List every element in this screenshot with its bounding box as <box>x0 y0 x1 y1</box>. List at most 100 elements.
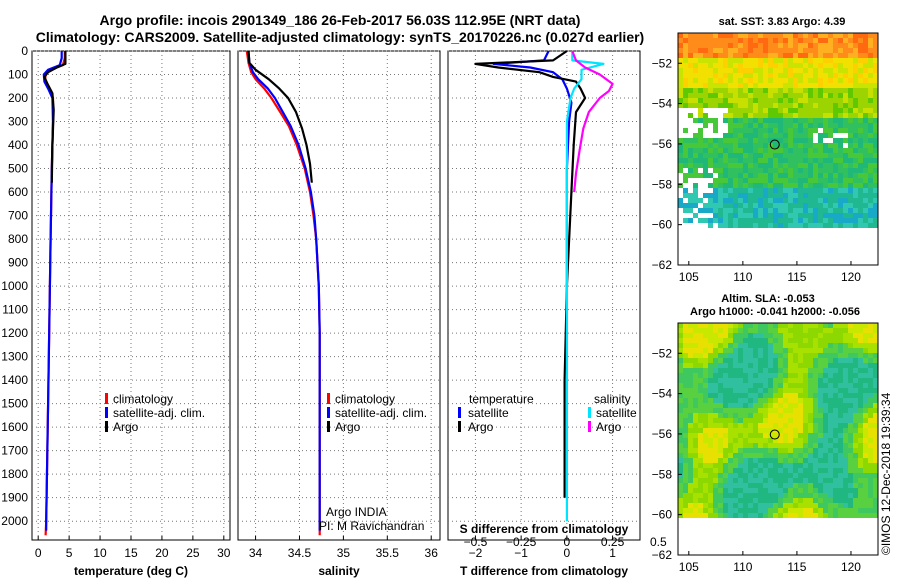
heatmap-cell <box>868 488 873 493</box>
heatmap-cell <box>848 198 853 203</box>
heatmap-cell <box>703 368 708 373</box>
heatmap-cell <box>738 123 743 128</box>
heatmap-cell <box>758 148 763 153</box>
heatmap-cell <box>793 38 798 43</box>
heatmap-cell <box>693 33 698 38</box>
heatmap-cell <box>853 428 858 433</box>
heatmap-cell <box>753 463 758 468</box>
heatmap-cell <box>808 198 813 203</box>
heatmap-cell <box>803 338 808 343</box>
heatmap-cell <box>703 503 708 508</box>
heatmap-cell <box>788 148 793 153</box>
heatmap-cell <box>723 88 728 93</box>
heatmap-cell <box>753 348 758 353</box>
heatmap-cell <box>823 403 828 408</box>
heatmap-cell <box>678 368 683 373</box>
heatmap-cell <box>848 203 853 208</box>
heatmap-cell <box>688 93 693 98</box>
heatmap-cell <box>728 488 733 493</box>
heatmap-cell <box>748 58 753 63</box>
heatmap-cell <box>838 173 843 178</box>
heatmap-cell <box>848 183 853 188</box>
heatmap-cell <box>728 353 733 358</box>
heatmap-cell <box>823 408 828 413</box>
heatmap-cell <box>728 153 733 158</box>
heatmap-cell <box>748 198 753 203</box>
heatmap-cell <box>678 478 683 483</box>
heatmap-cell <box>688 68 693 73</box>
heatmap-cell <box>808 33 813 38</box>
heatmap-cell <box>683 493 688 498</box>
heatmap-cell <box>853 183 858 188</box>
heatmap-cell <box>848 363 853 368</box>
heatmap-cell <box>698 133 703 138</box>
heatmap-cell <box>828 213 833 218</box>
heatmap-cell <box>868 403 873 408</box>
heatmap-cell <box>778 93 783 98</box>
heatmap-cell <box>758 343 763 348</box>
heatmap-cell <box>813 498 818 503</box>
heatmap-cell <box>768 118 773 123</box>
heatmap-cell <box>818 413 823 418</box>
x-tick-label: −2 <box>469 546 483 560</box>
heatmap-cell <box>863 43 868 48</box>
heatmap-cell <box>773 388 778 393</box>
heatmap-cell <box>743 413 748 418</box>
heatmap-cell <box>823 133 828 138</box>
heatmap-cell <box>858 448 863 453</box>
heatmap-cell <box>798 223 803 228</box>
heatmap-cell <box>773 418 778 423</box>
heatmap-cell <box>713 203 718 208</box>
heatmap-cell <box>778 163 783 168</box>
heatmap-cell <box>708 223 713 228</box>
heatmap-cell <box>823 428 828 433</box>
heatmap-cell <box>718 98 723 103</box>
heatmap-cell <box>678 78 683 83</box>
legend-header-salinity: salinity <box>594 392 631 406</box>
heatmap-cell <box>693 43 698 48</box>
heatmap-cell <box>678 43 683 48</box>
heatmap-cell <box>803 128 808 133</box>
heatmap-cell <box>758 123 763 128</box>
heatmap-cell <box>703 338 708 343</box>
heatmap-cell <box>843 423 848 428</box>
sst-map-title: sat. SST: 3.83 Argo: 4.39 <box>719 16 846 28</box>
heatmap-cell <box>713 88 718 93</box>
heatmap-cell <box>828 503 833 508</box>
heatmap-cell <box>833 363 838 368</box>
heatmap-cell <box>848 413 853 418</box>
heatmap-cell <box>728 138 733 143</box>
y-tick-label: −58 <box>652 177 673 191</box>
heatmap-cell <box>693 468 698 473</box>
heatmap-cell <box>838 58 843 63</box>
heatmap-cell <box>698 478 703 483</box>
heatmap-cell <box>853 78 858 83</box>
heatmap-cell <box>818 93 823 98</box>
series-line-satellite-adj-clim <box>247 50 321 531</box>
heatmap-cell <box>763 178 768 183</box>
heatmap-cell <box>863 443 868 448</box>
heatmap-cell <box>733 143 738 148</box>
heatmap-cell <box>763 198 768 203</box>
heatmap-cell <box>868 478 873 483</box>
heatmap-cell <box>743 363 748 368</box>
heatmap-cell <box>708 53 713 58</box>
heatmap-cell <box>843 468 848 473</box>
heatmap-cell <box>748 378 753 383</box>
heatmap-cell <box>773 358 778 363</box>
heatmap-cell <box>778 388 783 393</box>
heatmap-cell <box>768 503 773 508</box>
heatmap-cell <box>698 183 703 188</box>
x-axis-label: temperature (deg C) <box>74 564 188 578</box>
heatmap-cell <box>828 113 833 118</box>
heatmap-cell <box>838 213 843 218</box>
heatmap-cell <box>723 463 728 468</box>
heatmap-cell <box>678 63 683 68</box>
heatmap-cell <box>698 378 703 383</box>
heatmap-cell <box>693 188 698 193</box>
heatmap-cell <box>683 388 688 393</box>
heatmap-cell <box>873 118 878 123</box>
heatmap-cell <box>773 328 778 333</box>
heatmap-cell <box>723 83 728 88</box>
heatmap-cell <box>863 393 868 398</box>
